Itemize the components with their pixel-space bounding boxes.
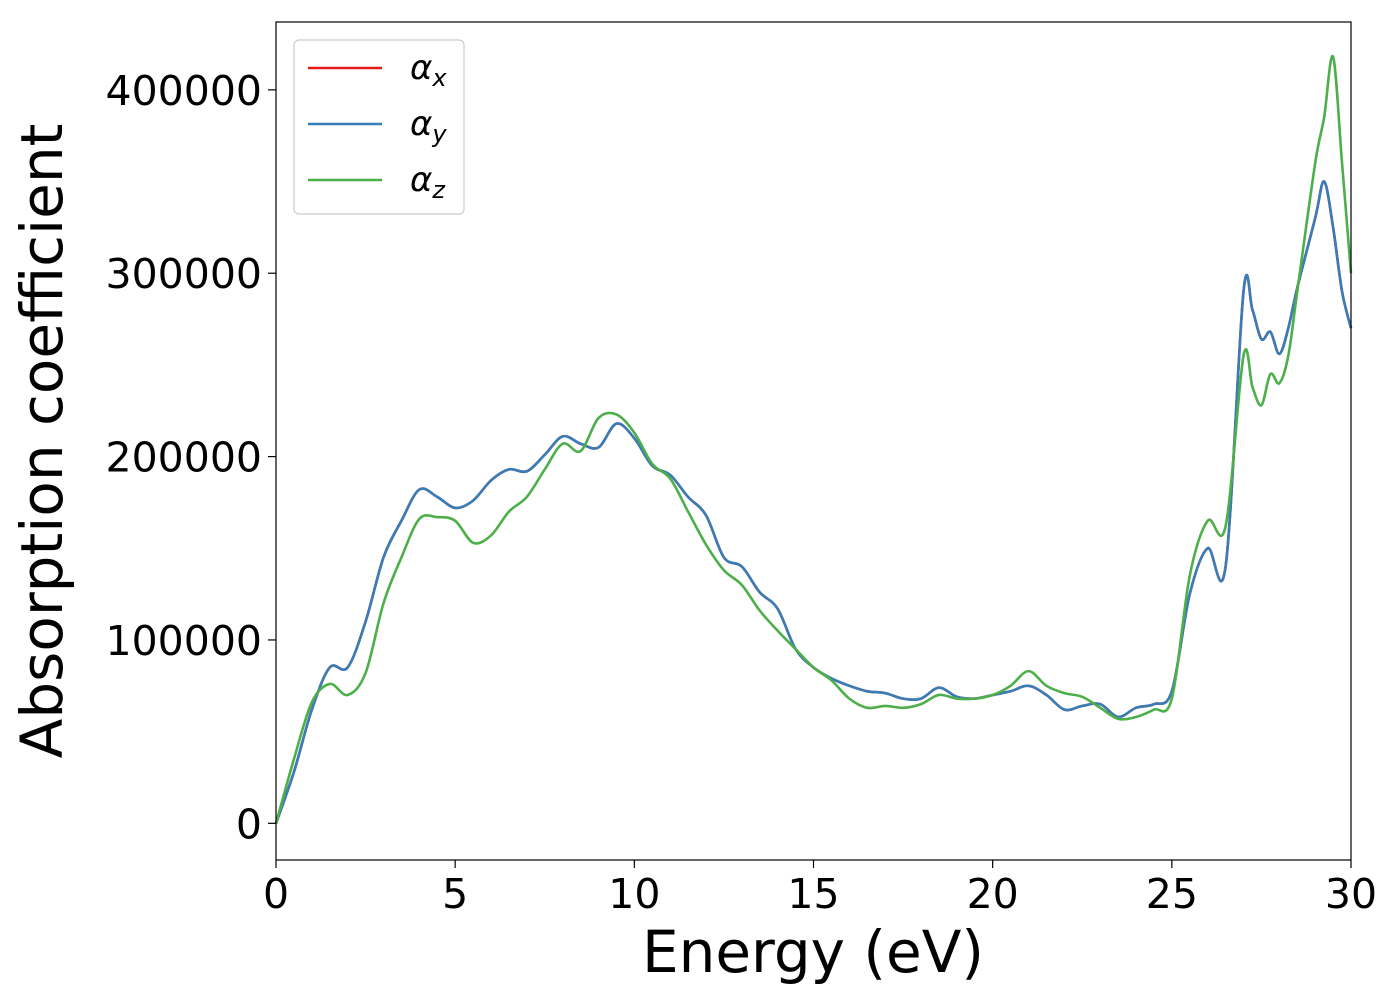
x-axis-ticks: 0 5 10 15 20 25 30	[263, 860, 1377, 918]
x-tick-label: 25	[1146, 870, 1198, 918]
x-tick-label: 10	[608, 870, 660, 918]
x-tick-label: 30	[1325, 870, 1377, 918]
legend-label-x: αx	[410, 48, 447, 92]
y-tick-label: 0	[236, 800, 262, 848]
series-line-y	[274, 180, 1353, 824]
x-tick-label: 15	[787, 870, 839, 918]
x-tick-label: 5	[442, 870, 468, 918]
y-axis-ticks: 0 100000 200000 300000 400000	[105, 67, 276, 848]
y-tick-label: 400000	[105, 67, 262, 115]
x-axis-label: Energy (eV)	[642, 918, 984, 986]
legend-box	[293, 39, 465, 215]
legend-label-z: αz	[410, 160, 446, 204]
y-tick-label: 300000	[105, 250, 262, 298]
x-tick-label: 0	[263, 870, 289, 918]
series-line-z	[274, 55, 1353, 824]
x-tick-label: 20	[967, 870, 1019, 918]
y-tick-label: 100000	[105, 617, 262, 665]
legend-label-y: αy	[410, 104, 447, 148]
legend: αx αy αz	[293, 39, 465, 215]
series-layer	[274, 55, 1353, 824]
y-axis-label: Absorption coefficient	[8, 124, 76, 759]
y-tick-label: 200000	[105, 434, 262, 482]
